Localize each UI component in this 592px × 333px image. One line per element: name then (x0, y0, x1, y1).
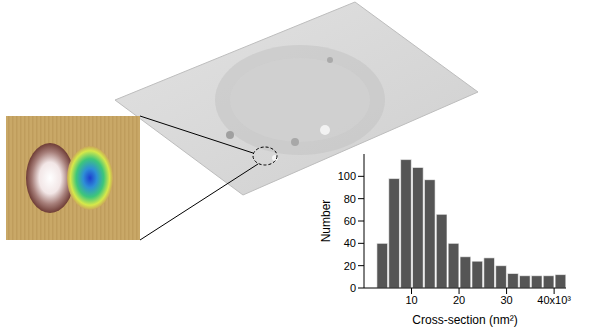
svg-text:Number: Number (319, 200, 333, 243)
svg-text:40: 40 (344, 237, 356, 249)
svg-text:Cross-section (nm²): Cross-section (nm²) (412, 313, 517, 327)
svg-text:100: 100 (338, 170, 356, 182)
svg-text:60: 60 (344, 215, 356, 227)
svg-text:20: 20 (453, 294, 465, 306)
svg-text:20: 20 (344, 260, 356, 272)
svg-text:30: 30 (500, 294, 512, 306)
svg-text:80: 80 (344, 193, 356, 205)
svg-text:40x10³: 40x10³ (537, 294, 571, 306)
svg-text:0: 0 (350, 282, 356, 294)
svg-text:10: 10 (405, 294, 417, 306)
